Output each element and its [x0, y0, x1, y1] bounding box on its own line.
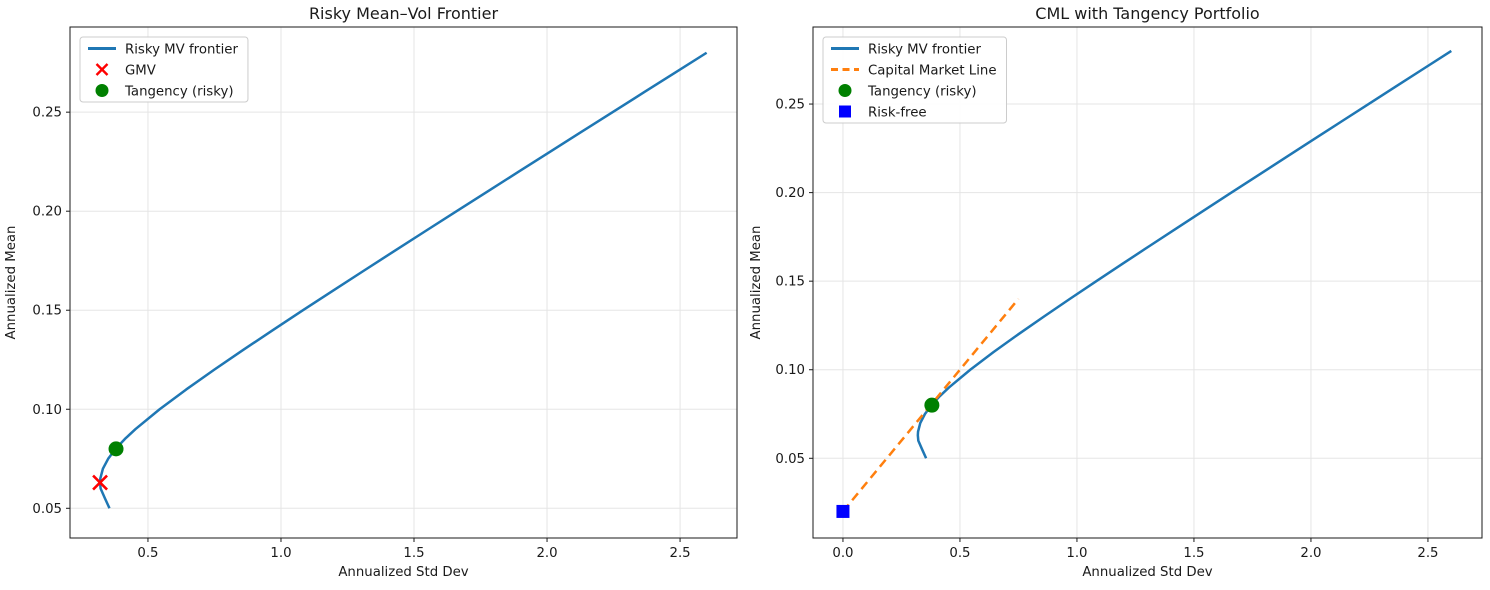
risk-free-marker — [836, 504, 850, 518]
x-tick-label: 0.5 — [949, 546, 970, 561]
legend-label: Tangency (risky) — [124, 84, 234, 99]
x-tick-label: 1.5 — [1183, 546, 1204, 561]
y-tick-label: 0.05 — [775, 452, 805, 467]
y-tick-label: 0.05 — [32, 502, 62, 517]
legend-x-sample — [95, 63, 109, 76]
x-tick-label: 0.0 — [832, 546, 853, 561]
y-tick-label: 0.10 — [32, 403, 62, 418]
y-axis-label: Annualized Mean — [4, 226, 19, 340]
legend-label: Capital Market Line — [868, 63, 997, 78]
subplot-risky-frontier: 0.5 1.0 1.5 2.0 2.5 0.05 0.10 0.15 0.20 0.25 Risky… — [4, 4, 738, 580]
x-axis-label: Annualized Std Dev — [338, 565, 468, 580]
legend-square-sample — [839, 105, 851, 118]
legend-circle-sample — [838, 84, 852, 97]
y-tick-label: 0.20 — [32, 205, 62, 220]
y-tick-label: 0.15 — [775, 275, 805, 290]
x-tick-label: 1.0 — [270, 546, 291, 561]
y-axis-label: Annualized Mean — [749, 226, 764, 340]
axes-frame — [69, 26, 738, 539]
tangency-risky--marker — [924, 397, 940, 413]
cml-chart: 0.0 0.5 1.0 1.5 2.0 2.5 0.05 0.10 0.15 0.20 0.25 CM… — [749, 4, 1483, 580]
x-stroke — [92, 474, 108, 491]
y-tick-label: 0.20 — [775, 186, 805, 201]
chart-title: Risky Mean–Vol Frontier — [309, 4, 499, 23]
x-tick-label: 2.0 — [1300, 546, 1321, 561]
y-tick-label: 0.25 — [775, 98, 805, 113]
risky-frontier-chart: 0.5 1.0 1.5 2.0 2.5 0.05 0.10 0.15 0.20 0.25 Risky… — [4, 4, 738, 580]
y-tick-label: 0.10 — [775, 363, 805, 378]
risky-mv-frontier-line — [98, 51, 708, 509]
x-tick-label: 2.5 — [669, 546, 690, 561]
legend-label: GMV — [125, 63, 156, 78]
legend-label: Risky MV frontier — [125, 42, 238, 57]
legend: Risky MV frontier Capital Market Line Tang… — [822, 36, 1007, 124]
tangency-risky--marker — [108, 441, 124, 457]
risky-mv-frontier-line — [916, 49, 1452, 459]
chart-title: CML with Tangency Portfolio — [1035, 4, 1259, 23]
y-tick-label: 0.15 — [32, 304, 62, 319]
legend-label: Risky MV frontier — [868, 42, 981, 57]
legend-box — [822, 36, 1007, 124]
x-tick-label: 1.5 — [403, 546, 424, 561]
x-tick-label: 2.0 — [536, 546, 557, 561]
x-tick-label: 0.5 — [137, 546, 158, 561]
x-tick-label: 2.5 — [1417, 546, 1438, 561]
x-tick-label: 1.0 — [1066, 546, 1087, 561]
legend-label: Risk-free — [868, 105, 927, 120]
x-axis-label: Annualized Std Dev — [1082, 565, 1212, 580]
legend-box — [79, 36, 249, 103]
legend-label: Tangency (risky) — [867, 84, 977, 99]
gmv-marker — [92, 474, 108, 491]
y-tick-label: 0.25 — [32, 106, 62, 121]
axes-frame — [812, 26, 1483, 539]
legend: Risky MV frontier GMV Tangency (risky) — [79, 36, 249, 103]
legend-circle-sample — [95, 84, 109, 97]
subplot-cml: 0.0 0.5 1.0 1.5 2.0 2.5 0.05 0.10 0.15 0.20 0.25 CM… — [745, 0, 1490, 590]
